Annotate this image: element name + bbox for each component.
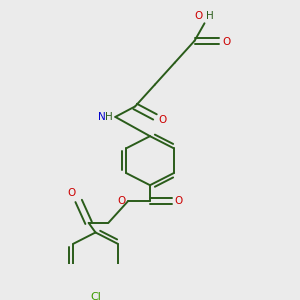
Text: H: H — [105, 112, 112, 122]
Text: O: O — [117, 196, 125, 206]
Text: H: H — [206, 11, 214, 21]
Text: O: O — [222, 37, 231, 47]
Text: O: O — [175, 196, 183, 206]
Text: N: N — [98, 112, 105, 122]
Text: O: O — [68, 188, 76, 198]
Text: Cl: Cl — [90, 292, 101, 300]
Text: O: O — [158, 115, 166, 124]
Text: O: O — [194, 11, 202, 21]
